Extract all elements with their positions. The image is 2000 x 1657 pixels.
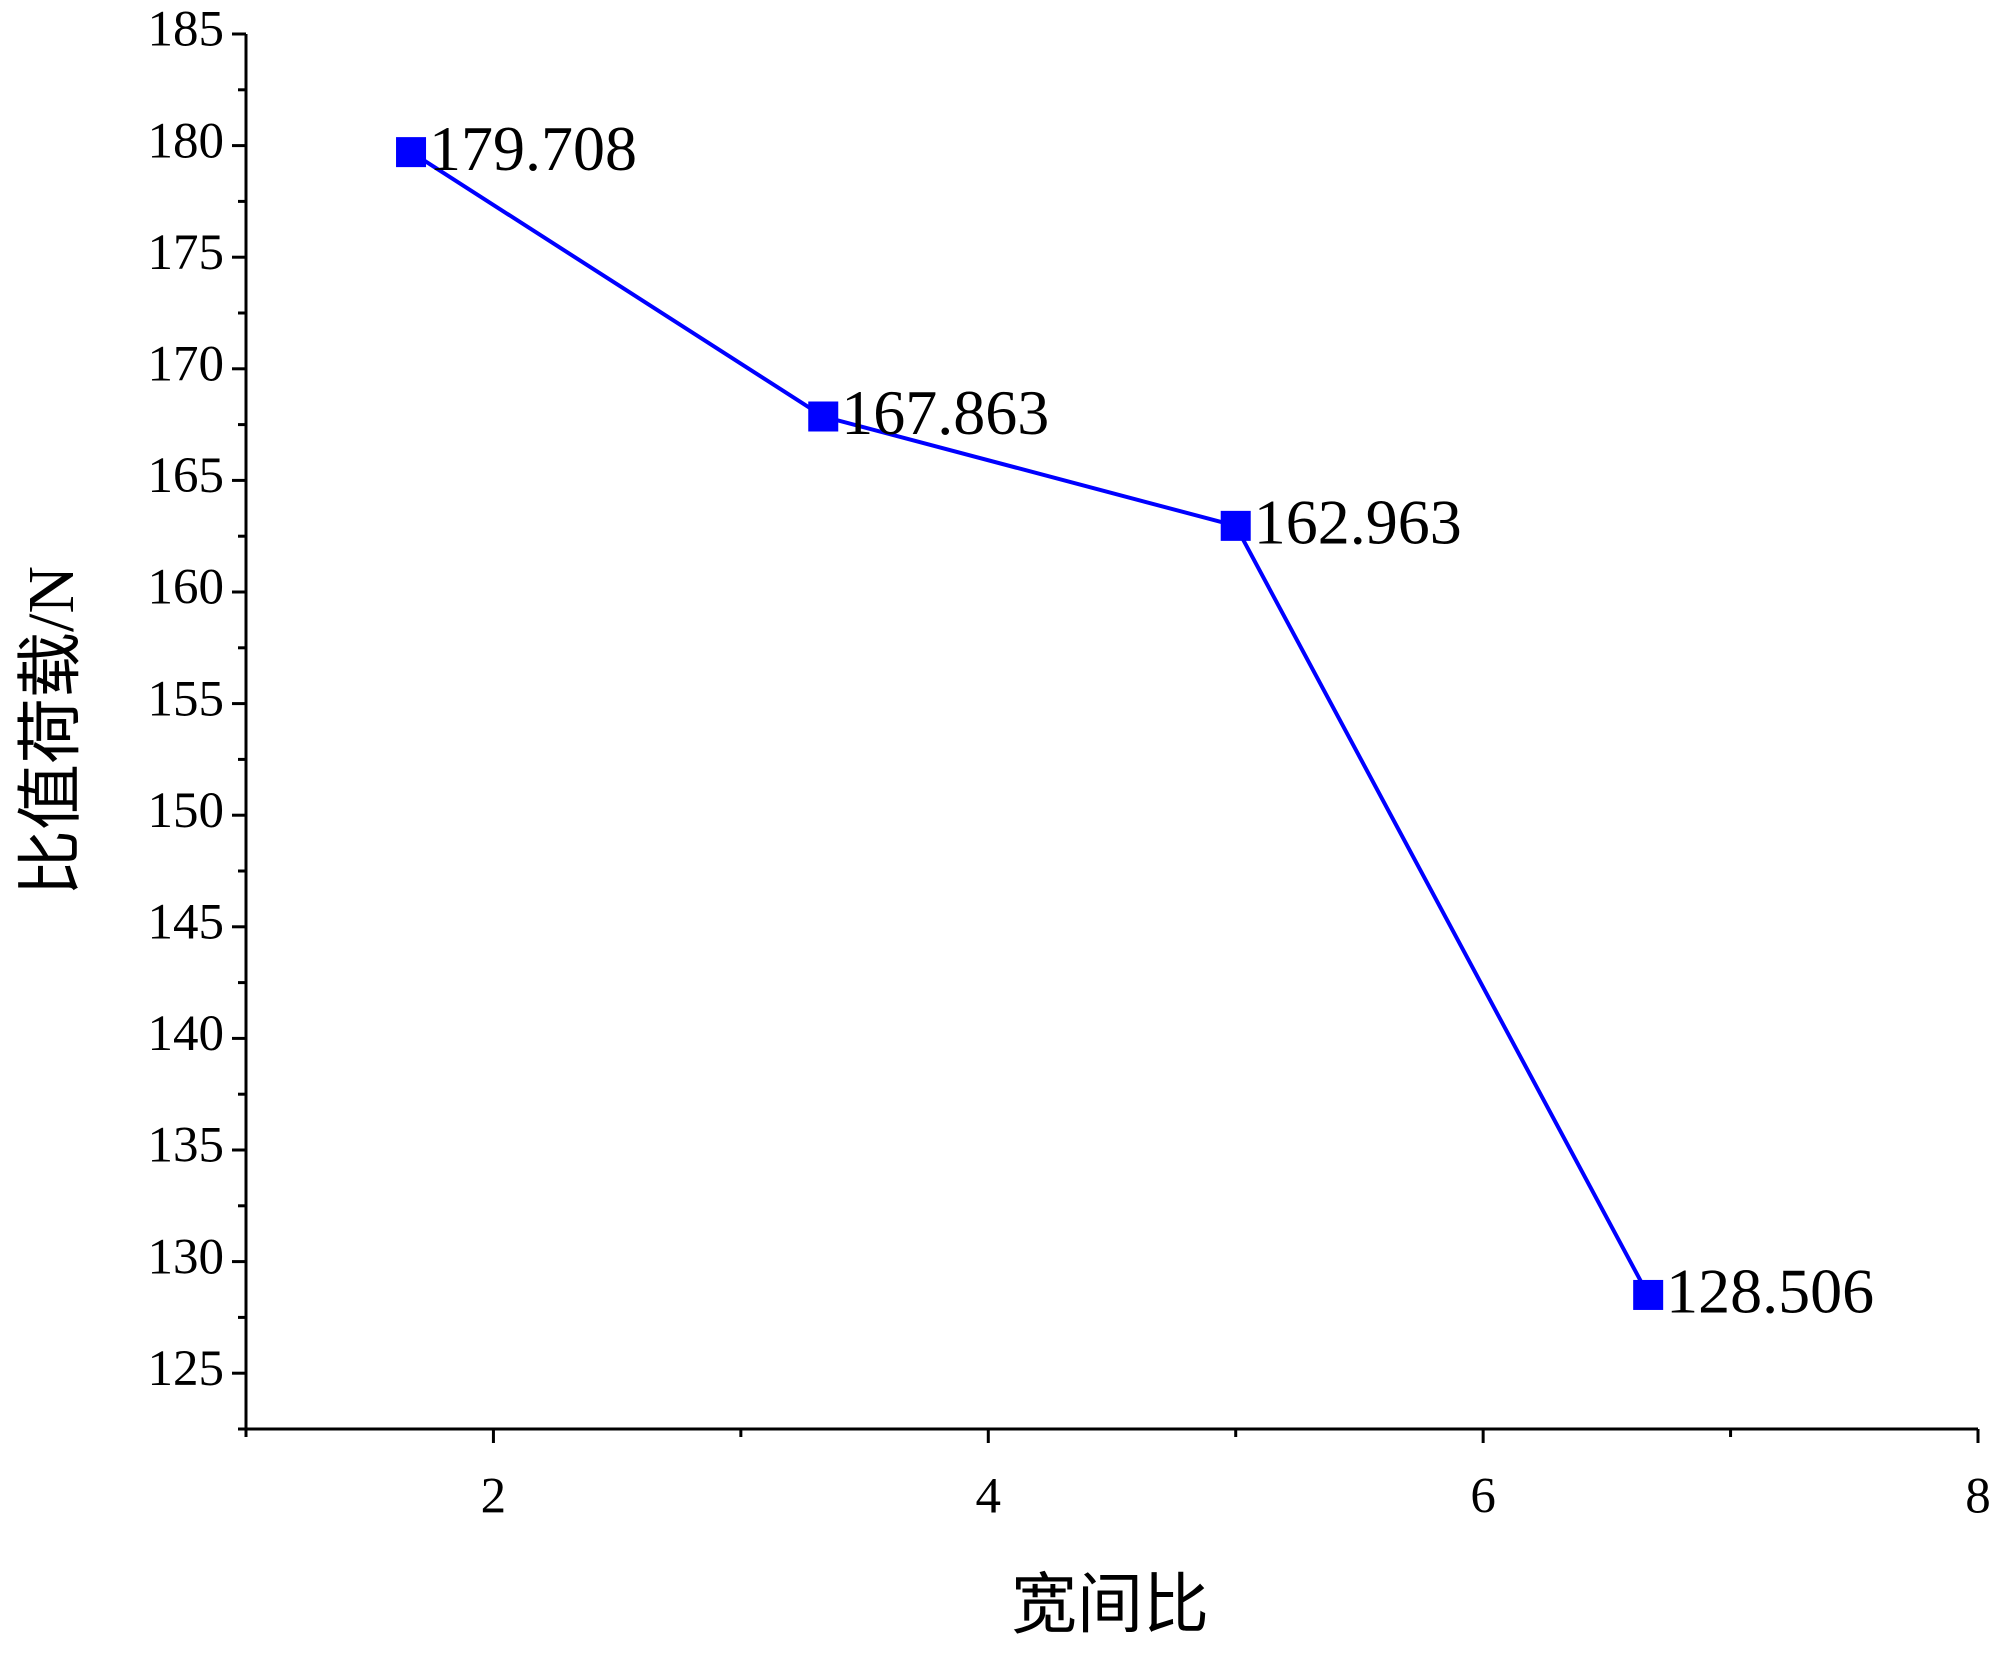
y-tick-label: 160 bbox=[148, 560, 225, 616]
marker bbox=[1220, 510, 1251, 541]
x-tick-label: 8 bbox=[1965, 1469, 1991, 1525]
line bbox=[409, 150, 1650, 1296]
y-tick-label: 140 bbox=[148, 1006, 225, 1062]
x-axis-title: 宽间比 bbox=[1011, 1569, 1209, 1642]
y-tick-label: 130 bbox=[148, 1229, 225, 1285]
data-label: 162.963 bbox=[1254, 487, 1462, 558]
x-tick-label: 6 bbox=[1470, 1469, 1496, 1525]
x-tick-label: 2 bbox=[481, 1469, 507, 1525]
marker bbox=[808, 401, 839, 432]
y-axis-title: 比值荷载/N bbox=[15, 566, 88, 896]
y-tick-label: 155 bbox=[148, 671, 225, 727]
data-label: 167.863 bbox=[841, 377, 1049, 448]
y-tick-label: 135 bbox=[148, 1118, 225, 1174]
y-tick-label: 125 bbox=[148, 1341, 225, 1397]
marker bbox=[396, 137, 427, 168]
y-tick-label: 185 bbox=[148, 2, 225, 58]
marker bbox=[1633, 1279, 1664, 1310]
y-tick-label: 145 bbox=[148, 895, 225, 951]
y-tick-label: 165 bbox=[148, 448, 225, 504]
x-tick-label: 4 bbox=[976, 1469, 1002, 1525]
y-tick-label: 175 bbox=[148, 225, 225, 281]
data-label: 179.708 bbox=[429, 113, 637, 184]
data-label: 128.506 bbox=[1666, 1256, 1874, 1327]
y-tick-label: 150 bbox=[148, 783, 225, 839]
y-tick-label: 180 bbox=[148, 113, 225, 169]
y-tick-label: 170 bbox=[148, 337, 225, 393]
